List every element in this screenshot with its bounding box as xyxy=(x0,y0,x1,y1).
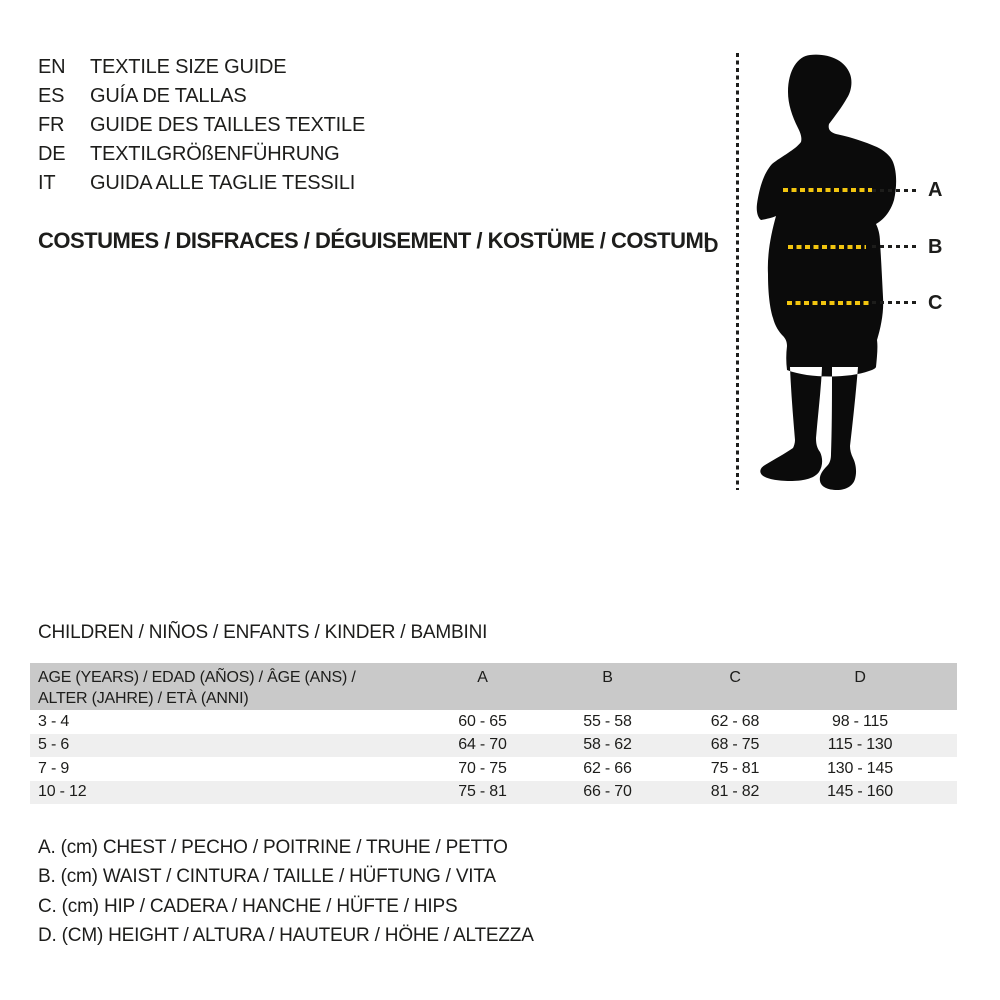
column-header-c: C xyxy=(729,669,741,686)
guide-title: GUÍA DE TALLAS xyxy=(90,85,247,107)
waist-value-cell: 55 - 58 xyxy=(583,712,632,730)
legend-item-waist: B. (cm) WAIST / CINTURA / TAILLE / HÜFTU… xyxy=(38,866,496,888)
hip-leader-line xyxy=(872,301,920,304)
age-header-line1: AGE (YEARS) / EDAD (AÑOS) / ÂGE (ANS) / xyxy=(38,669,356,686)
hip-value-cell: 81 - 82 xyxy=(710,783,760,801)
header-spacer xyxy=(920,663,957,710)
measurement-legend: A. (cm) CHEST / PECHO / POITRINE / TRUHE… xyxy=(38,833,534,951)
age-cell: 5 - 6 xyxy=(38,736,70,754)
table-row: 10 - 12 75 - 81 66 - 70 81 - 82 145 - 16… xyxy=(30,780,957,804)
waist-leader-line xyxy=(872,245,920,248)
size-diagram: D A B C xyxy=(700,45,960,505)
chest-value-cell: 75 - 81 xyxy=(458,783,507,801)
language-guide: EN TEXTILE SIZE GUIDE ES GUÍA DE TALLAS … xyxy=(38,53,365,198)
height-value-cell: 130 - 145 xyxy=(827,759,893,777)
language-row: EN TEXTILE SIZE GUIDE xyxy=(38,53,365,82)
guide-title: GUIDE DES TAILLES TEXTILE xyxy=(90,114,366,136)
category-heading: COSTUMES / DISFRACES / DÉGUISEMENT / KOS… xyxy=(38,228,709,253)
height-value-cell: 145 - 160 xyxy=(827,783,893,801)
guide-title: TEXTILE SIZE GUIDE xyxy=(90,56,287,78)
hip-value-cell: 75 - 81 xyxy=(710,759,760,777)
waist-value-cell: 66 - 70 xyxy=(583,783,632,801)
legend-item-hip: C. (cm) HIP / CADERA / HANCHE / HÜFTE / … xyxy=(38,895,458,917)
section-title-children: CHILDREN / NIÑOS / ENFANTS / KINDER / BA… xyxy=(38,622,488,643)
age-column-header: AGE (YEARS) / EDAD (AÑOS) / ÂGE (ANS) / … xyxy=(30,663,420,710)
height-label-d: D xyxy=(704,235,719,257)
language-code: FR xyxy=(38,114,65,136)
guide-title: GUIDA ALLE TAGLIE TESSILI xyxy=(90,172,356,194)
table-row: 7 - 9 70 - 75 62 - 66 75 - 81 130 - 145 xyxy=(30,757,957,781)
waist-value-cell: 62 - 66 xyxy=(583,759,632,777)
waist-label-b: B xyxy=(928,236,943,258)
age-cell: 7 - 9 xyxy=(38,759,70,777)
legend-item-chest: A. (cm) CHEST / PECHO / POITRINE / TRUHE… xyxy=(38,837,508,858)
height-value-cell: 98 - 115 xyxy=(832,712,888,730)
table-header-row: AGE (YEARS) / EDAD (AÑOS) / ÂGE (ANS) / … xyxy=(30,663,957,710)
language-code: ES xyxy=(38,85,65,107)
language-code: IT xyxy=(38,172,56,194)
table-row: 3 - 4 60 - 65 55 - 58 62 - 68 98 - 115 xyxy=(30,710,957,734)
column-header-d: D xyxy=(854,669,866,686)
hip-value-cell: 62 - 68 xyxy=(710,712,760,730)
language-code: DE xyxy=(38,143,66,165)
chest-value-cell: 70 - 75 xyxy=(458,759,507,777)
guide-title: TEXTILGRÖßENFÜHRUNG xyxy=(90,143,340,165)
legend-item-height: D. (CM) HEIGHT / ALTURA / HAUTEUR / HÖHE… xyxy=(38,925,534,947)
hip-label-c: C xyxy=(928,292,943,314)
language-row: FR GUIDE DES TAILLES TEXTILE xyxy=(38,111,365,140)
chest-value-cell: 64 - 70 xyxy=(458,736,507,754)
column-header-a: A xyxy=(477,669,488,686)
age-cell: 10 - 12 xyxy=(38,783,87,801)
height-value-cell: 115 - 130 xyxy=(827,736,893,754)
table-row: 5 - 6 64 - 70 58 - 62 68 - 75 115 - 130 xyxy=(30,733,957,757)
language-code: EN xyxy=(38,56,66,78)
chest-leader-line xyxy=(872,189,920,192)
child-silhouette xyxy=(756,54,897,490)
chest-value-cell: 60 - 65 xyxy=(458,712,507,730)
language-row: ES GUÍA DE TALLAS xyxy=(38,82,365,111)
waist-value-cell: 58 - 62 xyxy=(583,736,632,754)
age-cell: 3 - 4 xyxy=(38,712,70,730)
size-table: AGE (YEARS) / EDAD (AÑOS) / ÂGE (ANS) / … xyxy=(30,663,957,804)
age-header-line2: ALTER (JAHRE) / ETÀ (ANNI) xyxy=(38,690,249,707)
language-row: DE TEXTILGRÖßENFÜHRUNG xyxy=(38,140,365,169)
language-row: IT GUIDA ALLE TAGLIE TESSILI xyxy=(38,169,365,198)
height-dashed-line xyxy=(736,53,739,490)
column-header-b: B xyxy=(602,669,613,686)
hip-value-cell: 68 - 75 xyxy=(710,736,760,754)
chest-label-a: A xyxy=(928,179,943,201)
